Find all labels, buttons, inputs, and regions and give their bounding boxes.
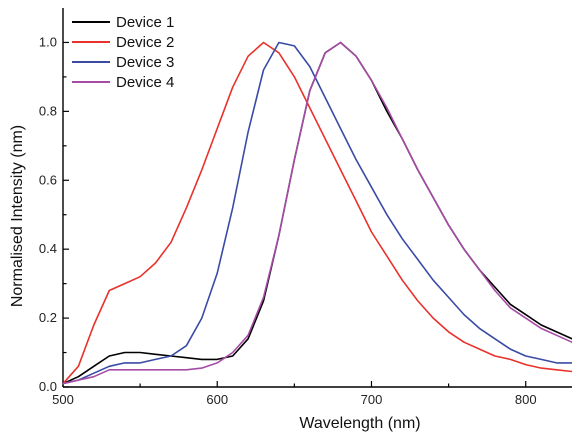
- y-tick-label: 1.0: [39, 34, 57, 49]
- y-tick-label: 0.8: [39, 103, 57, 118]
- series-line-device-4: [62, 41, 572, 385]
- legend-label-device-4: Device 4: [116, 74, 174, 91]
- legend: Device 1 Device 2 Device 3 Device 4: [72, 14, 174, 91]
- y-tick-label: 0.4: [39, 241, 57, 256]
- legend-label-device-1: Device 1: [116, 14, 174, 31]
- ticks: 0.0 0.2 0.4 0.6 0.8 1.0 500 600 700 800: [39, 34, 537, 407]
- series-line-device-1: [62, 41, 572, 385]
- x-tick-label: 600: [206, 392, 228, 407]
- x-tick-label: 500: [52, 392, 74, 407]
- y-tick-label: 0.2: [39, 310, 57, 325]
- legend-label-device-2: Device 2: [116, 34, 174, 51]
- x-axis-label: Wavelength (nm): [299, 415, 420, 432]
- series-line-device-3: [62, 41, 572, 385]
- series-group: [62, 41, 572, 385]
- y-axis-label: Normalised Intensity (nm): [9, 125, 26, 307]
- x-tick-label: 800: [515, 392, 537, 407]
- legend-label-device-3: Device 3: [116, 54, 174, 71]
- axes: [62, 8, 572, 388]
- series-line-device-2: [62, 41, 572, 385]
- y-tick-label: 0.0: [39, 379, 57, 394]
- x-tick-label: 700: [361, 392, 383, 407]
- y-tick-label: 0.6: [39, 172, 57, 187]
